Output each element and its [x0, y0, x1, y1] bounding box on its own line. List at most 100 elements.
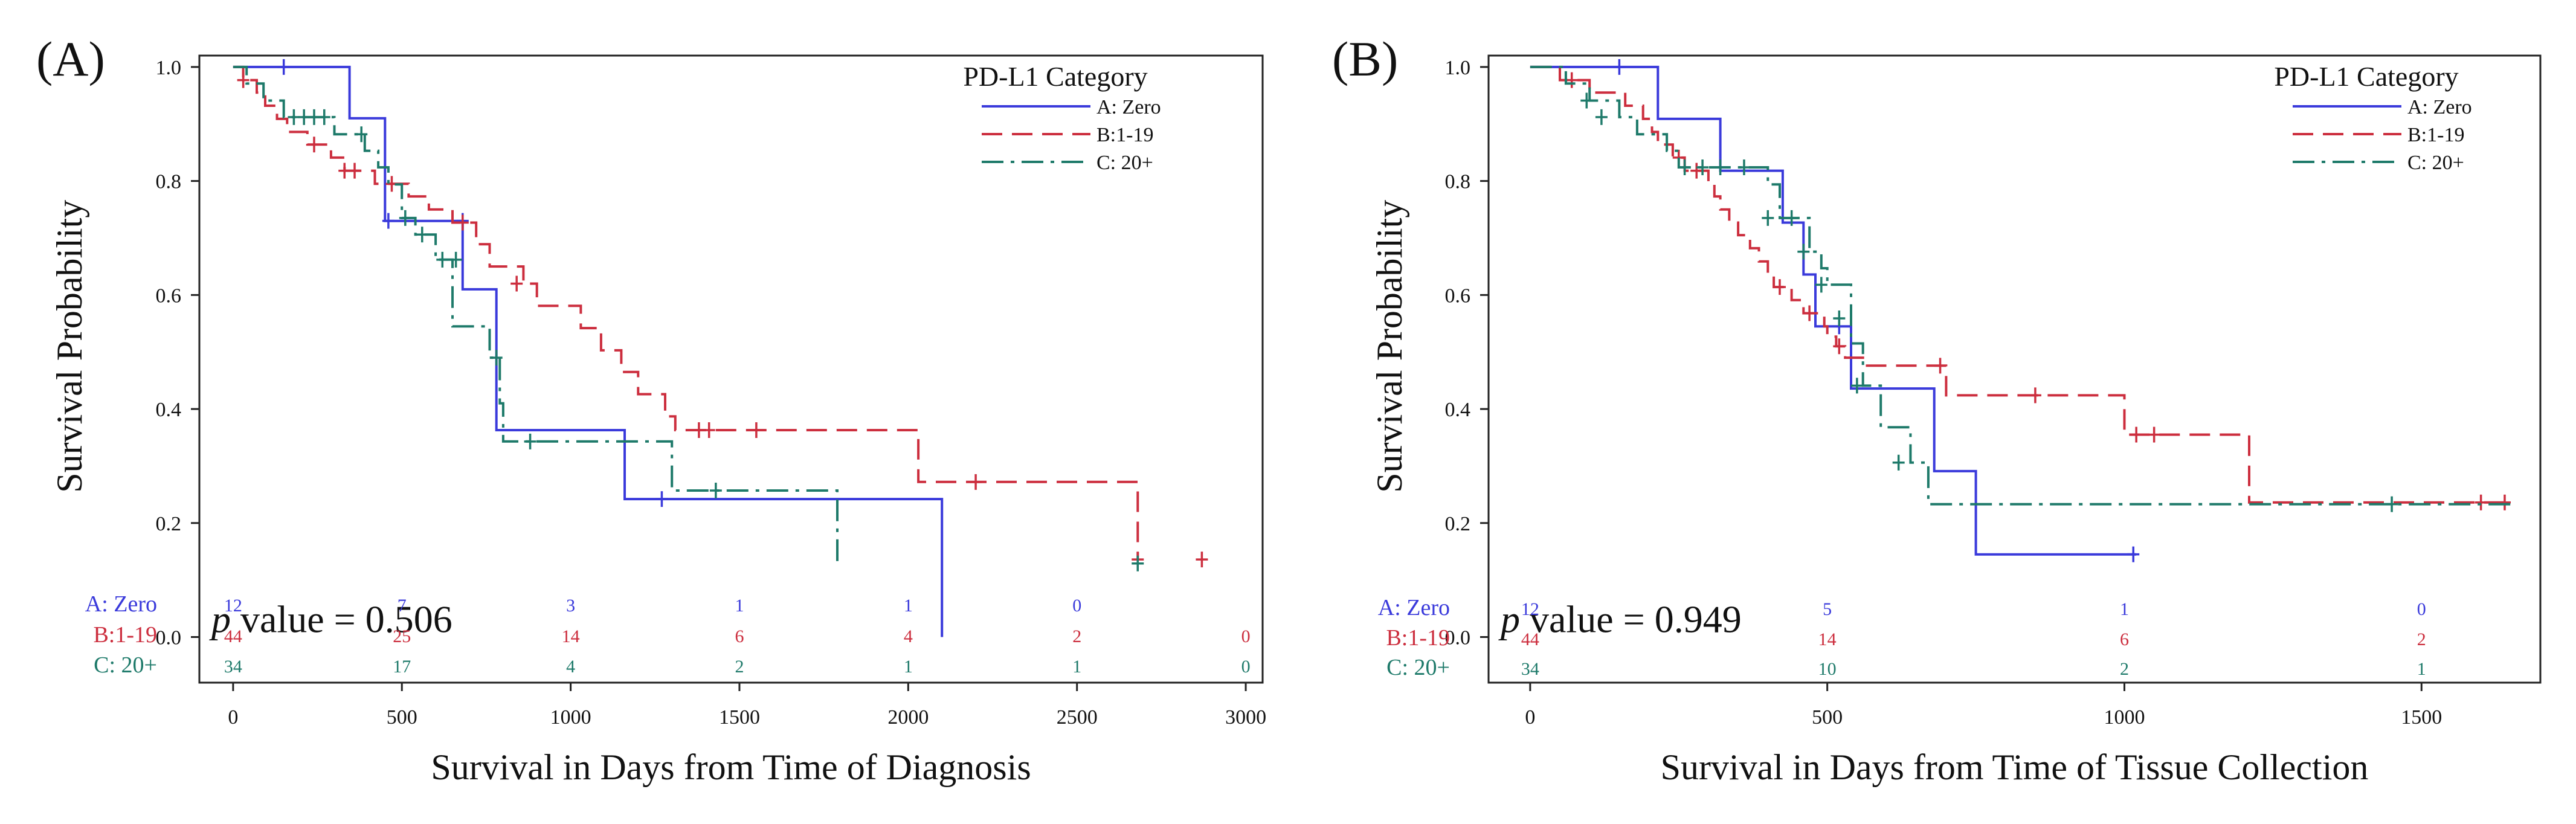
risk-table-label: A: Zero [85, 591, 157, 617]
censor-mark [338, 163, 351, 179]
p-value-annotation: p value = 0.949 [1498, 598, 1742, 641]
censor-mark [1815, 277, 1827, 293]
censor-mark [355, 126, 368, 143]
censor-mark [349, 163, 361, 179]
risk-count: 10 [1818, 659, 1837, 679]
risk-count: 1 [735, 596, 744, 616]
censor-mark [490, 350, 503, 366]
risk-count: 0 [2417, 599, 2426, 619]
risk-count: 1 [2417, 659, 2426, 679]
risk-count: 2 [2120, 659, 2129, 679]
risk-count: 1 [1072, 657, 1081, 677]
censor-mark [399, 210, 411, 226]
censor-mark [1892, 454, 1905, 471]
censor-mark [382, 213, 394, 229]
risk-count: 2 [1072, 626, 1081, 646]
censor-mark [1613, 59, 1626, 75]
legend-label: B:1-19 [2407, 124, 2464, 146]
censor-mark [1595, 109, 1608, 125]
legend-label: C: 20+ [1096, 152, 1153, 174]
censor-mark [288, 109, 300, 125]
censor-mark [237, 72, 250, 88]
x-tick-label: 2500 [1057, 706, 1098, 729]
risk-count: 12 [224, 596, 242, 616]
p-value-text: value = 0.949 [1520, 598, 1742, 641]
risk-count: 0 [1072, 596, 1081, 616]
x-tick-label: 3000 [1225, 706, 1266, 729]
p-symbol: p [1498, 598, 1520, 641]
censor-mark [1773, 279, 1786, 295]
censor-mark [1833, 338, 1846, 355]
risk-count: 0 [1241, 626, 1251, 646]
censor-mark [2475, 494, 2487, 510]
risk-count: 4 [566, 657, 575, 677]
censor-mark [449, 251, 462, 268]
legend-label: A: Zero [1096, 96, 1161, 118]
survival-curve-c [233, 65, 839, 564]
survival-curve-a [1530, 65, 2137, 556]
x-tick-label: 0 [228, 706, 238, 729]
survival-curve-b [1530, 65, 2511, 504]
censor-mark [308, 109, 320, 125]
y-tick-label: 1.0 [156, 57, 182, 79]
censor-mark [1690, 163, 1703, 179]
censor-mark [703, 422, 715, 438]
risk-count: 12 [1521, 599, 1539, 619]
y-tick-label: 0.0 [156, 627, 182, 649]
legend-title: PD-L1 Category [2274, 61, 2458, 92]
panel-label: (B) [1332, 31, 1398, 86]
risk-table-label: A: Zero [1378, 595, 1450, 620]
legend-label: B:1-19 [1096, 124, 1153, 146]
panel-label: (A) [36, 31, 105, 86]
y-tick-label: 0.2 [156, 513, 182, 535]
x-tick-label: 1000 [2104, 706, 2145, 729]
risk-count: 5 [1823, 599, 1832, 619]
x-axis-label: Survival in Days from Time of Diagnosis [431, 747, 1031, 787]
censor-mark [1833, 311, 1846, 327]
x-tick-label: 1500 [719, 706, 760, 729]
censor-mark [277, 59, 290, 75]
censor-mark [655, 491, 668, 507]
panel-b: (B) 0.0 0.2 0.4 0.6 0.8 1.0 0 500 1000 1500 Surviva… [1332, 31, 2542, 787]
censor-mark [1196, 552, 1208, 568]
risk-count: 2 [2417, 629, 2426, 649]
censor-mark [318, 109, 330, 125]
censor-mark [1934, 358, 1946, 374]
risk-count: 2 [735, 657, 744, 677]
risk-count: 14 [562, 626, 580, 646]
risk-count: 34 [1521, 659, 1539, 679]
censor-mark [1132, 555, 1144, 571]
x-tick-label: 2000 [887, 706, 929, 729]
risk-table-label: B:1-19 [1386, 625, 1450, 651]
x-tick-label: 0 [1525, 706, 1535, 729]
y-tick-label: 0.8 [156, 171, 182, 193]
risk-count: 25 [393, 626, 411, 646]
censor-mark [709, 482, 722, 498]
censor-mark [436, 251, 449, 268]
legend-label: C: 20+ [2407, 152, 2464, 174]
risk-count: 7 [398, 596, 407, 616]
plot-frame [198, 54, 1264, 684]
p-symbol: p [209, 598, 231, 641]
censor-mark [750, 422, 762, 438]
y-tick-label: 0.2 [1445, 513, 1471, 535]
censor-mark [1850, 378, 1863, 394]
survival-curve-b [233, 65, 1139, 560]
legend-label: A: Zero [2407, 96, 2472, 118]
risk-count: 6 [2120, 629, 2129, 649]
risk-table-label: C: 20+ [1386, 655, 1450, 680]
risk-count: 1 [904, 596, 913, 616]
y-tick-label: 0.4 [156, 399, 182, 421]
censor-mark [970, 474, 982, 490]
y-tick-label: 0.4 [1445, 399, 1471, 421]
risk-count: 44 [224, 626, 242, 646]
x-tick-label: 500 [1812, 706, 1843, 729]
survival-curve-a [233, 65, 944, 637]
risk-count: 0 [1241, 657, 1251, 677]
censor-mark [416, 227, 428, 243]
x-tick-label: 500 [387, 706, 417, 729]
censor-mark [524, 433, 536, 449]
plot-frame [1487, 54, 2542, 684]
risk-count: 34 [224, 657, 242, 677]
